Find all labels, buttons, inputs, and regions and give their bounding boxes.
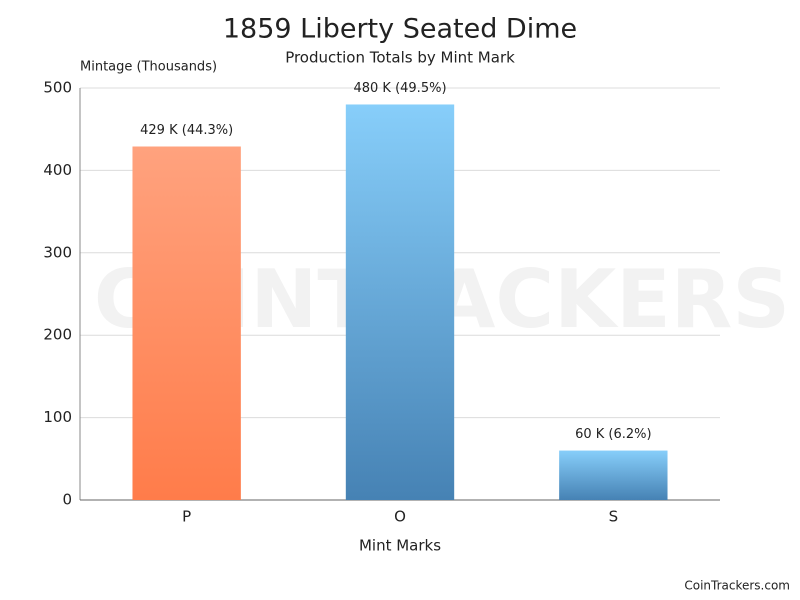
y-tick-label: 100 <box>43 408 72 426</box>
x-axis-label: Mint Marks <box>359 537 441 555</box>
bar <box>559 451 667 500</box>
y-tick-label: 200 <box>43 326 72 344</box>
x-tick-label: P <box>182 508 191 526</box>
y-tick-label: 0 <box>62 491 72 509</box>
y-tick-label: 400 <box>43 161 72 179</box>
x-tick-label: O <box>394 508 406 526</box>
y-tick-label: 300 <box>43 243 72 261</box>
y-axis-label: Mintage (Thousands) <box>80 60 217 75</box>
x-tick-label: S <box>609 508 619 526</box>
value-label: 60 K (6.2%) <box>575 427 652 442</box>
bar <box>132 147 240 500</box>
value-label: 480 K (49.5%) <box>353 81 446 96</box>
value-label: 429 K (44.3%) <box>140 123 233 138</box>
credit: CoinTrackers.com <box>684 579 790 593</box>
y-tick-label: 500 <box>43 79 72 97</box>
bar <box>346 104 454 500</box>
chart-subtitle: Production Totals by Mint Mark <box>285 49 515 67</box>
chart-title: 1859 Liberty Seated Dime <box>223 14 577 45</box>
